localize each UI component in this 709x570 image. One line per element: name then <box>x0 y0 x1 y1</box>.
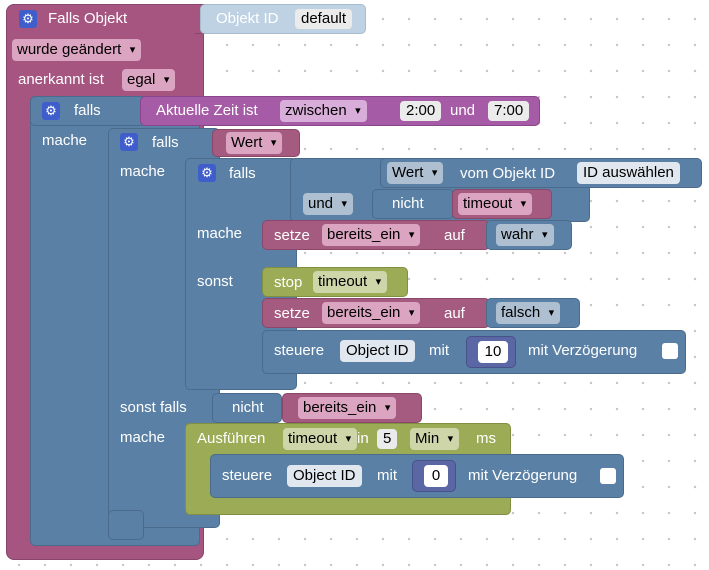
gear-icon[interactable]: ⚙ <box>19 10 37 28</box>
not-var-dropdown[interactable]: bereits_ein <box>298 397 397 419</box>
time-label: Aktuelle Zeit ist <box>156 102 258 119</box>
timeout-amount-field[interactable]: 5 <box>377 429 398 449</box>
timeout-label: Ausführen <box>197 430 266 447</box>
if2-sonst-falls: sonst falls <box>120 399 187 416</box>
control1-number-field[interactable]: 10 <box>478 341 508 363</box>
set1-value-dropdown[interactable]: wahr <box>496 224 554 246</box>
if2-cond-dropdown[interactable]: Wert <box>226 132 283 154</box>
control2-delay-checkbox[interactable] <box>600 468 616 484</box>
get-label: vom Objekt ID <box>460 165 556 182</box>
control2-number-field[interactable]: 0 <box>424 465 448 487</box>
event-title: Falls Objekt <box>48 10 128 27</box>
timeout-var-dropdown2[interactable]: timeout <box>283 428 358 450</box>
if3-falls: falls <box>229 165 256 182</box>
set1-setze: setze <box>274 227 310 244</box>
control1-obj-field[interactable]: Object ID <box>340 340 415 362</box>
get-var-dropdown[interactable]: Wert <box>387 162 444 184</box>
and-op-dropdown[interactable]: und <box>303 193 354 215</box>
ack-dropdown[interactable]: egal <box>122 69 176 91</box>
time-und: und <box>450 102 476 119</box>
object-id-value[interactable]: default <box>295 9 353 29</box>
timeout-in: in <box>357 430 369 447</box>
time-from-field[interactable]: 2:00 <box>400 101 442 121</box>
set1-var-dropdown[interactable]: bereits_ein <box>322 224 421 246</box>
set1-auf: auf <box>444 227 465 244</box>
if2-falls: falls <box>152 134 179 151</box>
not-block[interactable] <box>212 393 282 423</box>
gear-icon[interactable]: ⚙ <box>198 164 216 182</box>
timeout-unit-dropdown[interactable]: Min <box>410 428 460 450</box>
if1-mache: mache <box>42 132 88 149</box>
stop-label: stop <box>274 274 303 291</box>
set2-var-dropdown[interactable]: bereits_ein <box>322 302 421 324</box>
set2-auf: auf <box>444 305 465 322</box>
time-to-field[interactable]: 7:00 <box>488 101 530 121</box>
if2-mache2: mache <box>120 429 166 446</box>
control1-mit: mit <box>429 342 449 359</box>
if3-sonst: sonst <box>197 273 233 290</box>
timeout-ms: ms <box>476 430 496 447</box>
changed-dropdown[interactable]: wurde geändert <box>12 39 142 61</box>
control2-mit: mit <box>377 467 397 484</box>
control2-label: steuere <box>222 467 273 484</box>
control1-delay-label: mit Verzögerung <box>528 342 638 359</box>
time-op-dropdown[interactable]: zwischen <box>280 100 367 122</box>
if1-falls: falls <box>74 102 101 119</box>
gear-icon[interactable]: ⚙ <box>120 133 138 151</box>
gear-icon[interactable]: ⚙ <box>42 102 60 120</box>
timeout-var-dropdown[interactable]: timeout <box>458 193 533 215</box>
not2-block[interactable] <box>372 189 454 219</box>
object-id-label: Objekt ID <box>216 10 279 27</box>
stop-var-dropdown[interactable]: timeout <box>313 271 388 293</box>
control2-delay-label: mit Verzögerung <box>468 467 578 484</box>
if2-nicht: nicht <box>232 399 264 416</box>
control1-delay-checkbox[interactable] <box>662 343 678 359</box>
if3-nicht: nicht <box>392 195 424 212</box>
control1-label: steuere <box>274 342 325 359</box>
get-obj-field[interactable]: ID auswählen <box>577 162 680 184</box>
set2-setze: setze <box>274 305 310 322</box>
ack-label: anerkannt ist <box>18 71 104 88</box>
set2-value-dropdown[interactable]: falsch <box>496 302 561 324</box>
if3-mache: mache <box>197 225 243 242</box>
control2-obj-field[interactable]: Object ID <box>287 465 362 487</box>
if2-footer <box>108 510 144 540</box>
if2-mache: mache <box>120 163 166 180</box>
